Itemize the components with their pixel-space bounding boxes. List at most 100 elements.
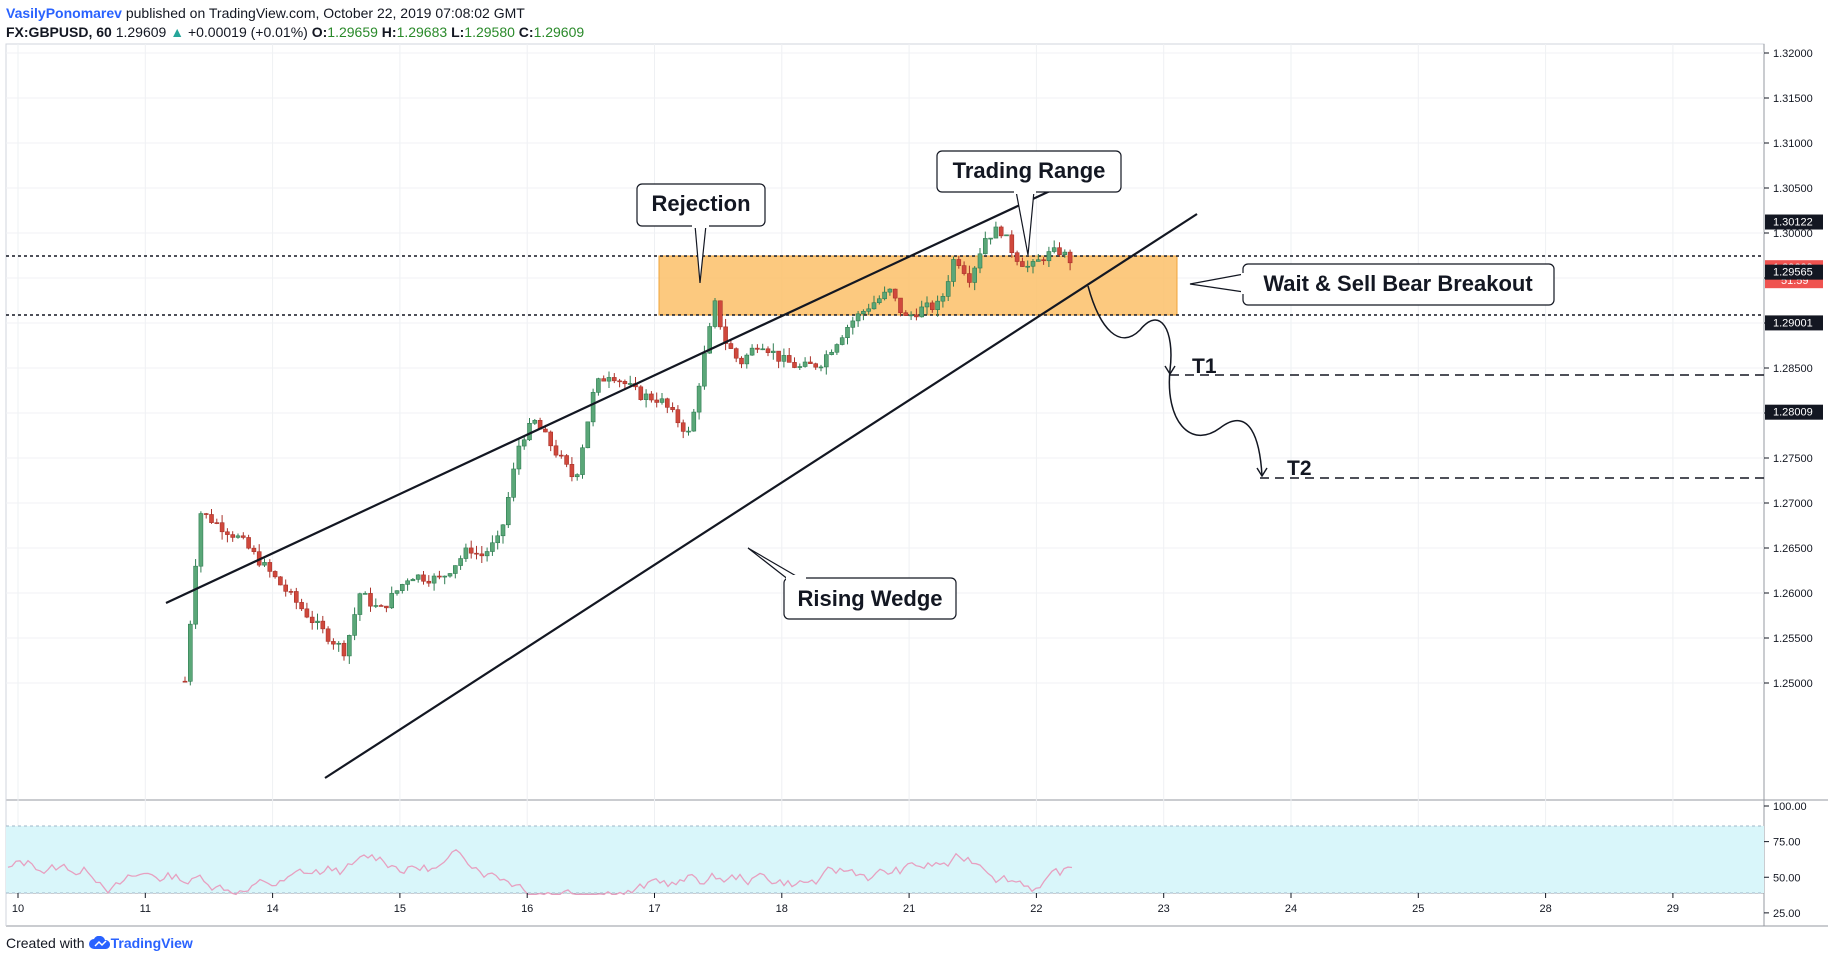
low-label: L: — [451, 24, 465, 40]
callout-trading-range[interactable]: Trading Range — [936, 150, 1122, 256]
candle-body — [585, 421, 591, 449]
candle-body — [702, 352, 707, 387]
rsi-tick-label: 25.00 — [1773, 908, 1801, 920]
close-label: C: — [518, 24, 534, 40]
callout-rising-wedge[interactable]: Rising Wedge — [747, 547, 957, 620]
candle-body — [813, 363, 819, 368]
arrow-t1-icon — [1164, 365, 1176, 376]
last-price: 1.29609 — [115, 24, 167, 40]
up-arrow-icon: ▲ — [170, 24, 185, 40]
candle-body — [479, 553, 485, 557]
candle-body — [389, 593, 395, 609]
y-tick-label: 1.31000 — [1773, 138, 1813, 150]
candle-body — [686, 430, 691, 433]
candle-body — [235, 535, 241, 538]
candle-body — [691, 411, 697, 432]
candle-body — [717, 300, 723, 328]
candlestick-series — [182, 221, 1073, 686]
callout-rejection-text: Rejection — [651, 191, 750, 216]
candle-body — [325, 628, 331, 642]
candle-body — [823, 354, 829, 368]
candle-body — [792, 362, 797, 368]
candle-body — [410, 579, 416, 582]
candle-body — [553, 445, 559, 456]
symbol-label[interactable]: FX:GBPUSD, 60 — [6, 24, 112, 40]
candle-body — [670, 407, 675, 410]
candle-body — [611, 377, 617, 382]
candle-body — [744, 354, 750, 365]
cloud-icon — [88, 936, 110, 949]
ohlc-line: FX:GBPUSD, 60 1.29609 ▲ +0.00019 (+0.01%… — [6, 23, 584, 42]
y-tick-label: 1.27500 — [1773, 453, 1813, 465]
candle-body — [209, 514, 214, 523]
callout-rejection[interactable]: Rejection — [636, 183, 766, 284]
y-tick-label: 1.26000 — [1773, 588, 1813, 600]
candle-body — [956, 259, 962, 266]
rsi-tick-label: 100.00 — [1773, 801, 1807, 813]
time-axis[interactable]: 10 11 14 15 16 17 18 21 22 23 24 25 28 29 — [12, 893, 1679, 915]
candle-body — [982, 238, 988, 255]
candle-body — [331, 641, 336, 645]
candle-body — [643, 393, 649, 400]
rsi-axis[interactable]: 100.00 75.00 50.00 25.00 — [1764, 801, 1807, 920]
candle-body — [808, 361, 813, 364]
price-tag-value: 1.28009 — [1773, 407, 1813, 419]
candle-body — [293, 591, 299, 603]
candle-body — [712, 300, 718, 327]
candle-body — [288, 591, 294, 593]
candle-body — [341, 642, 347, 657]
x-tick-label: 23 — [1158, 903, 1170, 915]
candle-body — [1014, 252, 1020, 262]
candle-body — [972, 267, 978, 283]
candle-body — [558, 454, 564, 457]
candle-body — [447, 573, 453, 577]
author-link[interactable]: VasilyPonomarev — [6, 5, 122, 21]
candle-body — [882, 291, 887, 300]
candle-body — [898, 297, 903, 314]
high-value: 1.29683 — [396, 24, 448, 40]
candle-body — [1025, 265, 1030, 268]
candle-body — [373, 605, 379, 607]
wedge-upper-line[interactable] — [165, 190, 1051, 604]
main-pane[interactable] — [5, 43, 1765, 801]
price-level-tag[interactable]: 1.30122 — [1765, 214, 1823, 230]
candle-body — [993, 226, 999, 239]
x-tick-label: 16 — [521, 903, 533, 915]
candle-body — [580, 447, 585, 475]
candle-body — [961, 265, 967, 274]
x-tick-label: 28 — [1539, 903, 1551, 915]
open-label: O: — [311, 24, 328, 40]
x-tick-label: 15 — [394, 903, 406, 915]
candle-body — [272, 571, 278, 578]
candle-body — [309, 616, 315, 624]
price-level-tag[interactable]: 1.28009 — [1765, 404, 1823, 420]
callout-wait-sell[interactable]: Wait & Sell Bear Breakout — [1189, 263, 1555, 306]
trading-range-zone[interactable] — [658, 255, 1178, 316]
candle-body — [739, 357, 744, 365]
candle-body — [299, 602, 304, 610]
price-level-tag[interactable]: 1.29001 — [1765, 315, 1823, 331]
target-2-label: T2 — [1287, 457, 1312, 480]
wedge-lower-line[interactable] — [324, 213, 1198, 779]
candle-body — [606, 377, 612, 382]
candle-body — [707, 326, 713, 354]
candle-body — [352, 614, 357, 636]
price-axis[interactable]: 1.32000 1.31500 1.31000 1.30500 1.30000 1.295… — [1764, 48, 1813, 690]
candle-body — [574, 474, 580, 478]
candle-body — [336, 642, 342, 645]
candle-body — [908, 314, 914, 317]
candle-body — [797, 366, 803, 368]
candle-body — [733, 348, 739, 359]
candle-body — [203, 513, 209, 515]
price-level-tag[interactable]: 1.29565 — [1765, 264, 1823, 280]
tradingview-logo[interactable]: TradingView — [88, 935, 193, 951]
candle-body — [246, 537, 251, 549]
candle-body — [415, 574, 421, 580]
price-change: +0.00019 (+0.01%) — [187, 24, 308, 40]
y-tick-label: 1.28500 — [1773, 363, 1813, 375]
callout-rising-wedge-text: Rising Wedge — [797, 586, 942, 611]
candle-body — [304, 608, 310, 618]
candle-body — [463, 547, 469, 559]
candle-body — [1051, 247, 1057, 252]
